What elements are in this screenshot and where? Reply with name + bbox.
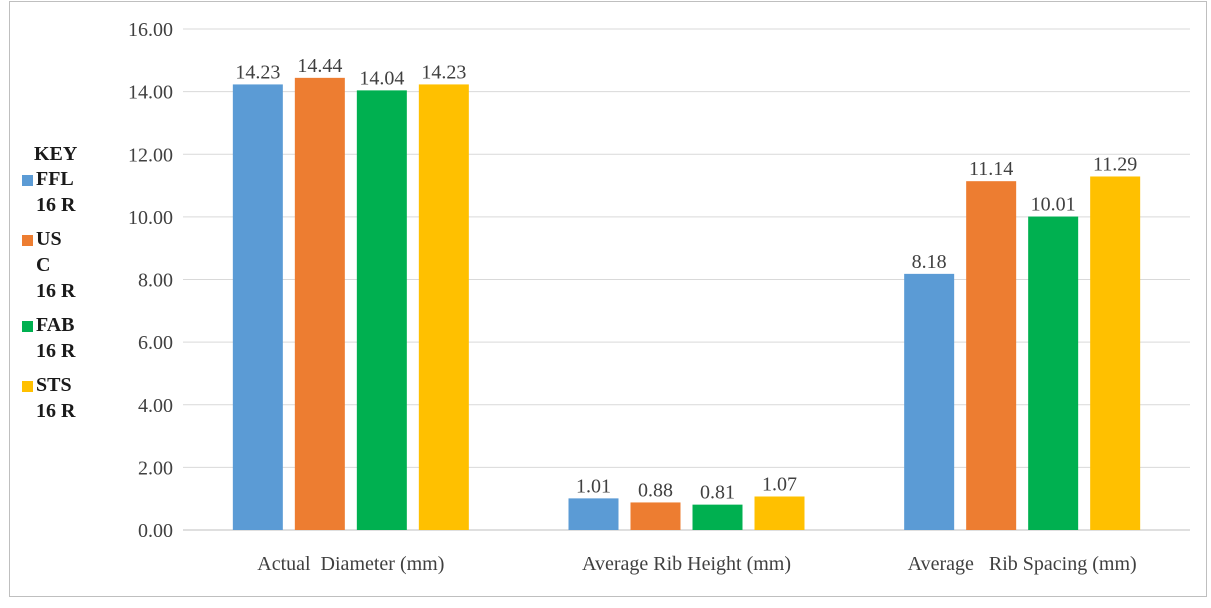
y-tick-label-8: 16.00 [128,19,173,41]
legend-label-fab: FAB 16 R [36,314,76,362]
bar-fab-16-r-0 [356,90,407,530]
legend: KEY FFL 16 R US C 16 R FAB 16 R STS 16 R [22,142,112,432]
y-tick-label-5: 10.00 [128,207,173,229]
y-tick-label-0: 0.00 [138,520,173,542]
legend-swatch-ffl [22,175,33,186]
y-tick-label-4: 8.00 [138,270,173,292]
data-label-2-0: 14.04 [359,67,404,89]
y-tick-label-2: 4.00 [138,395,173,417]
legend-swatch-sts [22,381,33,392]
bar-sts-16-r-2 [1090,176,1141,530]
legend-title: KEY [34,143,78,165]
data-label-3-2: 11.29 [1093,153,1137,175]
chart-frame [9,1,1207,597]
legend-label-ffl: FFL 16 R [36,168,76,216]
category-label-1: Average Rib Height (mm) [582,553,791,575]
bar-sts-16-r-1 [754,496,805,530]
legend-item-usc: US C 16 R [22,226,112,304]
bar-ffl-16-r-2 [904,273,955,530]
legend-item-fab: FAB 16 R [22,312,112,364]
data-label-0-2: 8.18 [912,251,947,273]
bar-usc-16-r-2 [966,181,1017,530]
legend-swatch-fab [22,321,33,332]
data-label-1-0: 14.44 [297,55,342,77]
y-tick-label-6: 12.00 [128,144,173,166]
bar-ffl-16-r-0 [232,84,283,530]
data-label-1-1: 0.88 [638,479,673,501]
y-tick-label-1: 2.00 [138,457,173,479]
data-label-1-2: 11.14 [969,158,1013,180]
data-label-3-1: 1.07 [762,473,797,495]
legend-label-usc: US C 16 R [36,228,76,302]
data-label-0-0: 14.23 [235,61,280,83]
bar-fab-16-r-2 [1028,216,1079,530]
category-label-2: Average Rib Spacing (mm) [908,553,1137,575]
bar-ffl-16-r-1 [568,498,619,530]
bar-usc-16-r-1 [630,502,681,530]
bar-usc-16-r-0 [294,77,345,530]
legend-label-sts: STS 16 R [36,374,76,422]
bar-fab-16-r-1 [692,504,743,530]
data-label-3-0: 14.23 [421,61,466,83]
legend-item-sts: STS 16 R [22,372,112,424]
y-tick-label-7: 14.00 [128,82,173,104]
data-label-2-1: 0.81 [700,482,735,504]
category-label-0: Actual Diameter (mm) [257,553,444,575]
y-tick-label-3: 6.00 [138,332,173,354]
bar-sts-16-r-0 [418,84,469,530]
legend-item-ffl: FFL 16 R [22,166,112,218]
legend-swatch-usc [22,235,33,246]
data-label-2-2: 10.01 [1031,194,1076,216]
data-label-0-1: 1.01 [576,475,611,497]
